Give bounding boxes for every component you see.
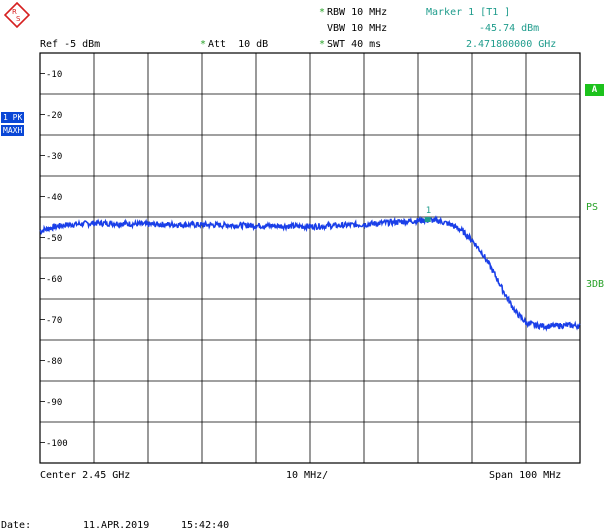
marker-symbol [424, 217, 431, 223]
attenuation-label: Att 10 dB [208, 39, 269, 50]
marker-title: Marker 1 [T1 ] [426, 7, 511, 18]
ps-label: PS [586, 202, 599, 213]
y-tick-labels: -10 -20 -30 -40 -50 -60 -70 -80 -90 -100 [40, 70, 68, 449]
marker-level: -45.74 dBm [479, 23, 540, 34]
trace-line [39, 215, 581, 332]
y-tick-label: -10 [46, 70, 62, 80]
y-tick-label: -70 [46, 316, 62, 326]
y-tick-label: -20 [46, 111, 62, 121]
date-label: Date: [1, 520, 32, 531]
vbw-label: VBW 10 MHz [327, 23, 388, 34]
trace-badge-maxh: MAXH [1, 125, 25, 136]
marker-label: 1 [426, 206, 431, 216]
rbw-star-icon: * [319, 7, 326, 18]
y-tick-label: -100 [46, 439, 68, 449]
3db-label: 3DB [586, 279, 605, 290]
softkey-a[interactable]: A [585, 84, 604, 96]
ref-level-label: Ref -5 dBm [40, 39, 101, 50]
date-value: 11.APR.2019 [83, 520, 150, 531]
y-tick-label: -50 [46, 234, 62, 244]
span-label: Span 100 MHz [489, 470, 562, 481]
trace-badge-pk: 1 PK [1, 112, 25, 123]
time-value: 15:42:40 [181, 520, 230, 531]
rohde-schwarz-logo-icon: R S [4, 2, 30, 28]
division-label: 10 MHz/ [286, 470, 329, 481]
sweep-time-label: SWT 40 ms [327, 39, 382, 50]
svg-text:R: R [12, 8, 17, 16]
att-star-icon: * [200, 39, 207, 50]
marker-frequency: 2.471800000 GHz [466, 39, 557, 50]
y-tick-label: -60 [46, 275, 62, 285]
y-tick-label: -90 [46, 398, 62, 408]
center-frequency-label: Center 2.45 GHz [40, 470, 131, 481]
svg-text:S: S [16, 15, 21, 23]
y-tick-label: -40 [46, 193, 62, 203]
y-tick-label: -80 [46, 357, 62, 367]
rbw-label: RBW 10 MHz [327, 7, 388, 18]
marker-1: 1 [424, 206, 431, 223]
graticule-grid [39, 52, 581, 464]
y-tick-label: -30 [46, 152, 62, 162]
swt-star-icon: * [319, 39, 326, 50]
